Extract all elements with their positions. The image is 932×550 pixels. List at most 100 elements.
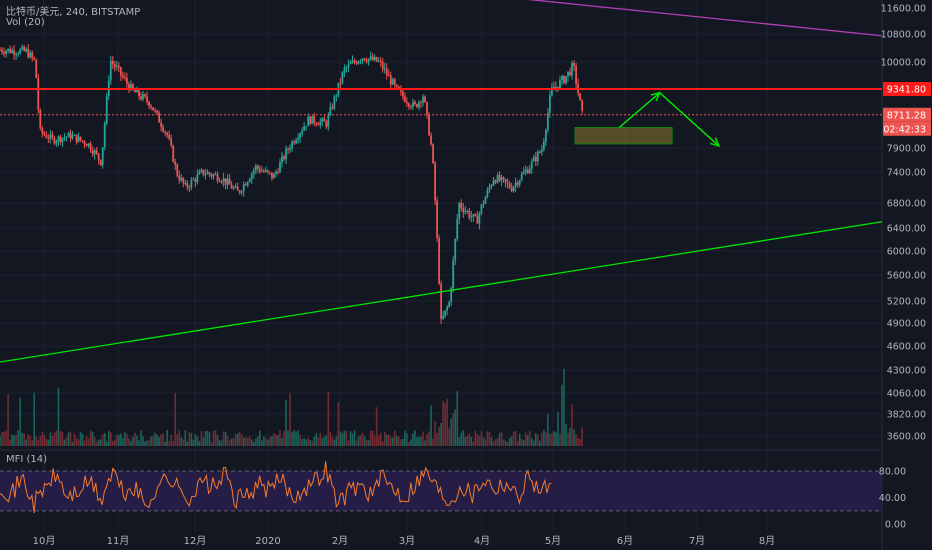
y-tick-label: 10000.00 bbox=[881, 58, 926, 69]
y-tick-label: 5200.00 bbox=[887, 297, 926, 308]
volume-bar bbox=[456, 391, 459, 446]
volume-bar bbox=[482, 437, 485, 446]
volume-bar bbox=[91, 431, 94, 446]
candle-body bbox=[260, 170, 263, 172]
volume-bar bbox=[232, 438, 235, 446]
volume-bar bbox=[440, 422, 442, 446]
candle-body bbox=[403, 96, 406, 102]
candle-body bbox=[345, 67, 348, 69]
volume-bar bbox=[506, 441, 509, 446]
volume-bar bbox=[228, 440, 231, 446]
volume-bar bbox=[162, 433, 164, 446]
candle-body bbox=[498, 174, 501, 181]
candle-body bbox=[75, 134, 78, 142]
candle-body bbox=[538, 151, 541, 153]
candle-body bbox=[321, 118, 324, 122]
candle-body bbox=[557, 86, 559, 89]
candle-body bbox=[87, 143, 90, 147]
volume-bar bbox=[170, 434, 173, 446]
volume-bar bbox=[75, 438, 78, 446]
candle-body bbox=[349, 63, 352, 65]
volume-bar bbox=[45, 438, 48, 446]
volume-bar bbox=[313, 436, 316, 446]
volume-bar bbox=[468, 433, 471, 446]
candle-body bbox=[254, 165, 257, 171]
candle-body bbox=[212, 174, 215, 177]
candle-body bbox=[524, 169, 527, 172]
candle-body bbox=[262, 170, 265, 172]
candle-body bbox=[373, 57, 376, 61]
volume-bar bbox=[393, 430, 396, 446]
volume-bar bbox=[240, 434, 243, 446]
volume-bar bbox=[39, 435, 42, 446]
candle-body bbox=[561, 76, 563, 80]
candle-body bbox=[1, 49, 3, 53]
volume-bar bbox=[520, 438, 523, 446]
x-tick-label: 4月 bbox=[474, 535, 490, 547]
volume-bar bbox=[77, 439, 80, 446]
volume-bar bbox=[198, 441, 201, 446]
candle-body bbox=[311, 115, 314, 124]
candle-body bbox=[138, 89, 140, 97]
candle-body bbox=[182, 177, 185, 184]
candle-body bbox=[73, 134, 76, 136]
volume-bar bbox=[448, 428, 450, 446]
candle-body bbox=[130, 84, 132, 91]
volume-bar bbox=[152, 435, 154, 446]
volume-bar bbox=[474, 430, 477, 446]
volume-bar bbox=[293, 430, 295, 446]
candle-body bbox=[504, 178, 507, 183]
candle-body bbox=[176, 164, 179, 176]
volume-bar bbox=[37, 439, 40, 446]
candle-body bbox=[492, 180, 495, 186]
volume-bar bbox=[180, 437, 183, 446]
volume-bar bbox=[450, 418, 452, 446]
candle-body bbox=[67, 132, 70, 137]
candle-body bbox=[194, 179, 197, 182]
resistance-price-badge-bg bbox=[883, 81, 931, 96]
volume-bar bbox=[85, 436, 88, 446]
volume-bar bbox=[563, 368, 565, 446]
candle-body bbox=[567, 71, 569, 77]
candle-body bbox=[514, 182, 517, 187]
volume-bar bbox=[63, 439, 66, 446]
volume-bar bbox=[530, 438, 533, 446]
candle-body bbox=[180, 177, 183, 181]
candle-body bbox=[490, 185, 493, 188]
candle-body bbox=[389, 75, 392, 85]
volume-bar bbox=[400, 439, 402, 446]
volume-bar bbox=[111, 440, 114, 446]
candle-body bbox=[238, 190, 241, 193]
candle-body bbox=[480, 204, 483, 214]
volume-bar bbox=[452, 413, 455, 446]
candle-body bbox=[355, 61, 358, 64]
volume-bar bbox=[95, 441, 98, 446]
candle-body bbox=[466, 210, 469, 212]
volume-bar bbox=[577, 437, 579, 446]
volume-bar bbox=[341, 433, 344, 446]
volume-bar bbox=[138, 440, 140, 446]
candle-body bbox=[148, 101, 150, 107]
mfi-tick-label: 0.00 bbox=[885, 520, 906, 531]
volume-bar bbox=[295, 431, 297, 446]
candle-body bbox=[275, 172, 277, 174]
x-tick-label: 11月 bbox=[107, 535, 130, 547]
volume-bar bbox=[496, 438, 499, 446]
volume-bar bbox=[462, 430, 465, 446]
candle-body bbox=[31, 52, 34, 58]
y-tick-label: 4900.00 bbox=[887, 319, 926, 330]
volume-bar bbox=[216, 435, 219, 446]
candle-body bbox=[29, 52, 32, 58]
volume-bar bbox=[21, 432, 23, 446]
candle-body bbox=[365, 60, 368, 62]
candle-body bbox=[61, 138, 64, 143]
volume-bar bbox=[271, 436, 273, 446]
trendline-support bbox=[0, 221, 883, 363]
candle-body bbox=[319, 121, 322, 126]
volume-bar bbox=[305, 439, 307, 446]
volume-bar bbox=[567, 432, 569, 446]
volume-bar bbox=[464, 436, 467, 446]
volume-bar bbox=[186, 441, 189, 446]
volume-bar bbox=[361, 432, 364, 446]
